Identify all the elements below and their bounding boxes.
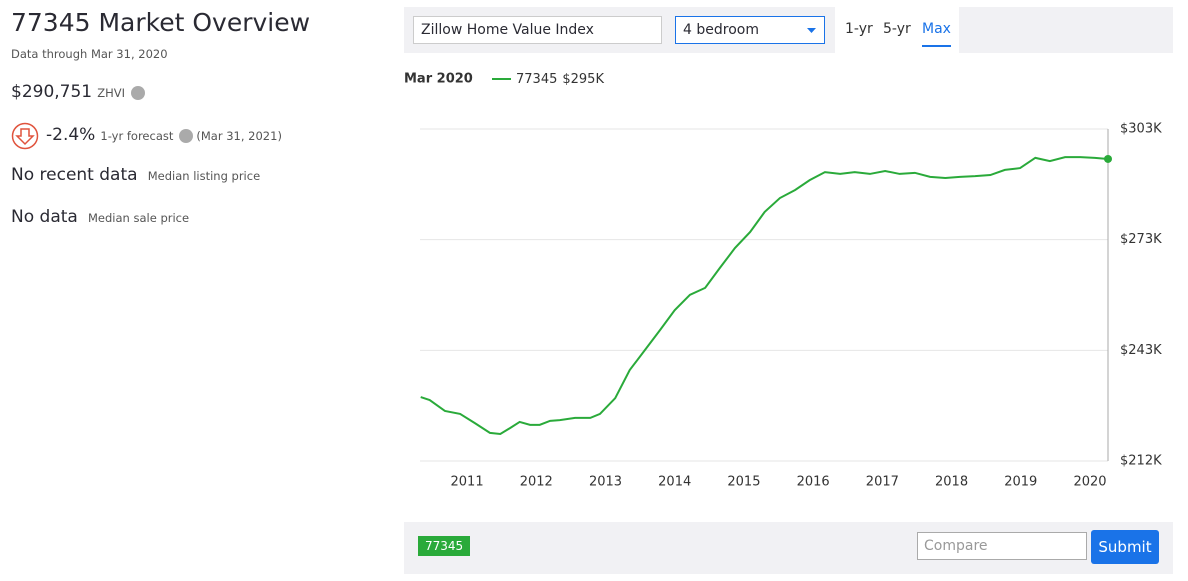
x-tick-label: 2012	[520, 475, 553, 490]
x-tick-label: 2019	[1004, 475, 1037, 490]
legend-entry: 77345 $295K	[516, 72, 604, 87]
x-tick-label: 2013	[589, 475, 622, 490]
sale-label: Median sale price	[88, 211, 190, 225]
range-button[interactable]: 5-yr	[883, 21, 911, 37]
x-tick-label: 2014	[658, 475, 691, 490]
subtitle: Data through Mar 31, 2020	[11, 47, 168, 61]
x-tick-label: 2018	[935, 475, 968, 490]
x-tick-label: 2020	[1073, 475, 1106, 490]
submit-button[interactable]: Submit	[1091, 530, 1159, 564]
hover-date: Mar 2020	[404, 72, 473, 87]
range-button[interactable]: 1-yr	[845, 21, 873, 37]
y-tick-label: $212K	[1120, 454, 1162, 469]
zhvi-label: ZHVI	[97, 86, 126, 100]
title: 77345 Market Overview	[11, 8, 311, 37]
dropdown-caret	[807, 28, 816, 33]
x-tick-label: 2016	[797, 475, 830, 490]
help-icon[interactable]	[179, 128, 194, 143]
series-tag[interactable]: 77345	[418, 536, 471, 556]
y-tick-label: $243K	[1120, 343, 1162, 358]
zhvi-value: $290,751	[11, 82, 93, 102]
filter-text: 4 bedroom	[683, 22, 759, 38]
down-arrow-icon	[11, 122, 39, 150]
x-tick-label: 2015	[727, 475, 760, 490]
sale-row: No data Median sale price	[11, 207, 189, 227]
x-tick-label: 2011	[451, 475, 484, 490]
filter-select[interactable]: 4 bedroom	[675, 16, 825, 44]
forecast-date: (Mar 31, 2021)	[196, 129, 282, 143]
forecast-row: -2.4% 1-yr forecast (Mar 31, 2021)	[46, 125, 282, 145]
legend-value: $295K	[562, 72, 604, 87]
listing-row: No recent data Median listing price	[11, 165, 260, 185]
metric-select[interactable]: Zillow Home Value Index	[413, 16, 662, 44]
listing-label: Median listing price	[147, 169, 261, 183]
y-tick-label: $273K	[1120, 232, 1162, 247]
metric-text: Zillow Home Value Index	[421, 22, 594, 38]
end-point	[1104, 154, 1112, 163]
compare-placeholder: Compare	[924, 538, 988, 554]
line-series	[420, 156, 1109, 436]
help-icon[interactable]	[131, 85, 146, 100]
legend-name: 77345	[516, 72, 557, 87]
range-button[interactable]: Max	[922, 21, 951, 47]
x-tick-label: 2017	[866, 475, 899, 490]
y-tick-label: $303K	[1120, 122, 1162, 137]
forecast-label: 1-yr forecast	[100, 129, 174, 143]
zhvi-row: $290,751 ZHVI	[11, 82, 146, 102]
compare-input[interactable]: Compare	[917, 532, 1087, 560]
sale-value: No data	[11, 207, 78, 227]
forecast-value: -2.4%	[46, 125, 96, 145]
listing-value: No recent data	[11, 165, 138, 185]
